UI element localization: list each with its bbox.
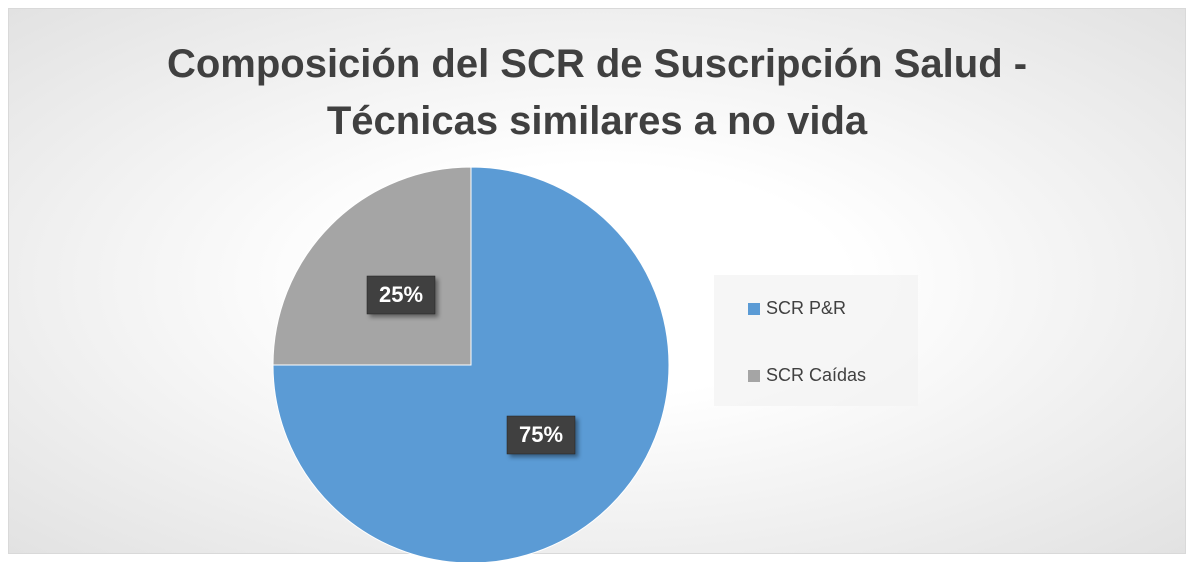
pie-slice [272,166,670,562]
data-label-box [366,275,436,315]
chart-title: Composición del SCR de Suscripción Salud… [166,42,1028,143]
legend-label: SCR P&R [766,298,846,318]
pie-slice [272,166,472,366]
data-label: 75% [519,422,563,447]
legend-box [714,275,918,406]
data-label: 25% [379,282,423,307]
legend-swatch [748,370,760,382]
data-label-box [506,415,576,455]
legend-swatch [748,303,760,315]
legend-label: SCR Caídas [766,365,866,385]
